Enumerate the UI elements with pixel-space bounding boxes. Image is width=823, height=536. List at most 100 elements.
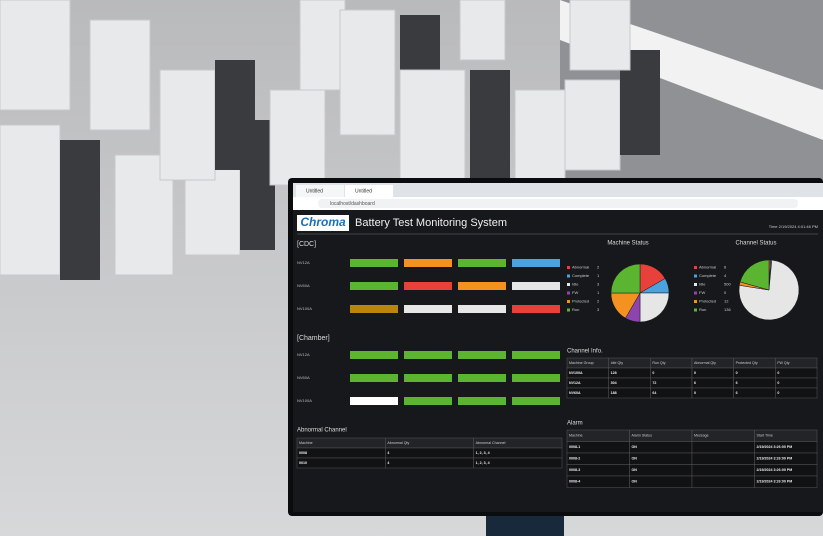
legend-swatch xyxy=(567,274,570,278)
legend-value: 6 xyxy=(724,265,727,270)
table-cell-text: 2/19/2024 3:26:00 PM xyxy=(757,445,793,449)
status-button[interactable] xyxy=(512,374,560,382)
table-cell xyxy=(691,452,755,465)
status-button[interactable] xyxy=(512,282,560,290)
table-cell xyxy=(650,387,693,399)
legend-swatch xyxy=(694,266,697,269)
legend-swatch xyxy=(567,300,570,303)
table-cell xyxy=(691,464,755,477)
address-bar[interactable] xyxy=(318,199,798,208)
table-cell-text: 0010 xyxy=(299,461,307,465)
tab-label: Untitled xyxy=(306,188,323,194)
status-button[interactable] xyxy=(404,282,452,290)
status-button[interactable] xyxy=(350,374,398,382)
section-title: [CDC] xyxy=(297,241,316,248)
legend-value: 4 xyxy=(724,273,727,278)
legend-swatch xyxy=(567,283,570,286)
table-cell-text: 2/19/2024 3:26:00 PM xyxy=(757,468,793,472)
chart-title: Machine Status xyxy=(607,241,648,247)
table-header: Abnormal Qty xyxy=(387,441,409,445)
legend-label: FW xyxy=(572,290,578,295)
pie-slice xyxy=(610,263,641,294)
table-cell-text: NV100A xyxy=(569,371,583,375)
chart-title: Channel Status xyxy=(735,241,776,247)
legend-swatch xyxy=(567,291,570,295)
section-title: Abnormal Channel xyxy=(297,428,347,434)
status-button[interactable] xyxy=(512,259,560,267)
status-button[interactable] xyxy=(458,305,506,313)
status-button[interactable] xyxy=(350,282,398,290)
table-cell-text: 0 xyxy=(736,371,738,375)
section-title: Channel Info. xyxy=(567,349,603,355)
legend-swatch xyxy=(694,308,697,312)
table-cell-text: 72 xyxy=(652,381,656,385)
status-button[interactable] xyxy=(458,259,506,267)
status-button[interactable] xyxy=(404,374,452,382)
legend-value: 500 xyxy=(724,282,731,287)
table-header: Machine xyxy=(299,441,313,445)
table-cell-text: 4 xyxy=(387,451,389,455)
status-button[interactable] xyxy=(350,351,398,359)
table-cell-text: 6 xyxy=(694,381,696,385)
status-button[interactable] xyxy=(458,397,506,405)
logo: Chroma xyxy=(300,215,346,229)
status-button[interactable] xyxy=(512,351,560,359)
group-label: NV100A xyxy=(297,398,312,403)
legend-value: 12 xyxy=(724,299,729,304)
status-button[interactable] xyxy=(458,374,506,382)
status-button[interactable] xyxy=(404,259,452,267)
table-cell xyxy=(691,387,734,399)
table-cell-text: 0008-4 xyxy=(569,480,580,484)
legend-label: Complete xyxy=(572,273,590,278)
status-button[interactable] xyxy=(458,351,506,359)
table-header: Idle Qty xyxy=(611,361,624,365)
browser-tab[interactable] xyxy=(296,185,344,197)
legend-label: Protected xyxy=(699,299,716,304)
status-button[interactable] xyxy=(404,351,452,359)
table-cell-text: 0008-1 xyxy=(569,445,580,449)
table-header: Run Qty xyxy=(652,361,665,365)
legend-value: 2 xyxy=(597,299,600,304)
legend-label: Run xyxy=(572,307,579,312)
status-button[interactable] xyxy=(512,305,560,313)
legend-swatch xyxy=(694,274,697,278)
table-cell-text: ON xyxy=(632,457,638,461)
table-cell-text: 2/19/2024 3:26:00 PM xyxy=(757,480,793,484)
legend-label: Protected xyxy=(572,299,589,304)
table-header: Message xyxy=(694,434,709,438)
legend-value: 3 xyxy=(597,282,600,287)
legend-swatch xyxy=(567,308,570,312)
status-button[interactable] xyxy=(350,305,398,313)
table-header: Machine Group xyxy=(569,361,594,365)
group-label: NV60A xyxy=(297,375,310,380)
legend-label: Idle xyxy=(572,282,579,287)
table-cell xyxy=(629,441,693,454)
status-button[interactable] xyxy=(404,397,452,405)
table-cell-text: ON xyxy=(632,480,638,484)
table-cell-text: 304 xyxy=(611,381,617,385)
browser-tab[interactable] xyxy=(345,185,393,197)
legend-swatch xyxy=(567,266,570,269)
table-cell xyxy=(629,464,693,477)
status-button[interactable] xyxy=(458,282,506,290)
legend-swatch xyxy=(694,283,697,286)
table-cell-text: 0 xyxy=(652,371,654,375)
table-cell-text: 0008-3 xyxy=(569,468,580,472)
table-cell-text: 0008 xyxy=(299,451,307,455)
tab-label: Untitled xyxy=(355,188,372,194)
browser-tabbar xyxy=(293,183,823,197)
table-cell xyxy=(650,367,693,379)
legend-label: Run xyxy=(699,307,706,312)
pie-slice xyxy=(739,259,770,291)
group-label: NV60A xyxy=(297,283,310,288)
status-button[interactable] xyxy=(404,305,452,313)
table-cell xyxy=(629,475,693,488)
status-button[interactable] xyxy=(512,397,560,405)
table-cell xyxy=(691,475,755,488)
status-button[interactable] xyxy=(350,259,398,267)
status-button[interactable] xyxy=(350,397,398,405)
table-cell xyxy=(296,457,386,469)
table-cell-text: 0 xyxy=(777,391,779,395)
